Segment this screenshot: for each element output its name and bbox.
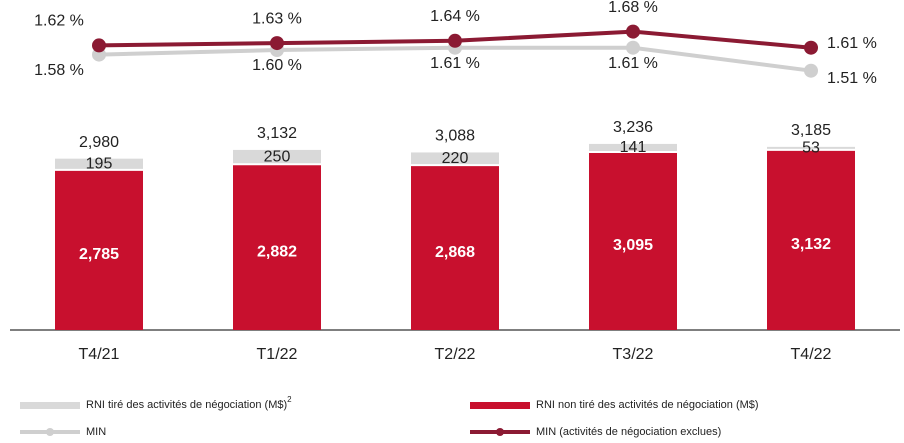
bar-segment (55, 169, 143, 330)
segment-label: 2,882 (257, 243, 297, 260)
legend-label: MIN (activités de négociation exclues) (536, 426, 721, 438)
bar-segment (411, 152, 499, 166)
line-label: 1.51 % (827, 70, 877, 87)
legend-swatch-dot (46, 428, 54, 436)
bar-segment (411, 165, 499, 330)
x-tick-label: T3/22 (613, 346, 654, 363)
bar-segment (767, 149, 855, 330)
bar-segment (55, 158, 143, 170)
bar-segment (233, 164, 321, 330)
line-label: 1.61 % (608, 55, 658, 72)
legend-name: MIN (86, 426, 106, 438)
segment-label: 3,095 (613, 237, 653, 254)
total-label: 3,236 (613, 119, 653, 136)
legend-footnote: 2 (287, 395, 292, 404)
bar-segment (589, 152, 677, 330)
x-tick-label: T1/22 (257, 346, 298, 363)
line-label: 1.61 % (827, 35, 877, 52)
legend-name: MIN (activités de négociation exclues) (536, 426, 721, 438)
line-label: 1.61 % (430, 55, 480, 72)
line-label: 1.63 % (252, 10, 302, 27)
line-point (92, 38, 106, 53)
legend-name: RNI non tiré des activités de négociatio… (536, 399, 759, 411)
segment-label: 141 (620, 139, 647, 156)
bar-segment (767, 146, 855, 150)
x-tick-label: T4/22 (791, 346, 832, 363)
total-label: 3,088 (435, 128, 475, 145)
line-label: 1.58 % (34, 62, 84, 79)
segment-label: 220 (442, 150, 469, 167)
x-tick-label: T4/21 (79, 346, 120, 363)
line-label: 1.64 % (430, 8, 480, 25)
segment-label: 250 (264, 148, 291, 165)
legend-swatch-dot (496, 428, 504, 436)
segment-label: 3,132 (791, 236, 831, 253)
line-point (626, 24, 640, 39)
legend-label: RNI non tiré des activités de négociatio… (536, 399, 759, 411)
line-point (804, 40, 818, 55)
line-label: 1.62 % (34, 13, 84, 30)
legend-swatch (470, 402, 530, 409)
segment-label: 2,785 (79, 246, 119, 263)
line-point (804, 63, 818, 78)
legend-name: RNI tiré des activités de négociation (M… (86, 399, 287, 411)
line-label: 1.60 % (252, 57, 302, 74)
legend-label: MIN (86, 426, 106, 438)
total-label: 3,132 (257, 125, 297, 142)
legend-swatch (20, 402, 80, 409)
segment-label: 2,868 (435, 244, 475, 261)
line-point (448, 33, 462, 48)
bar-segment (589, 143, 677, 153)
x-tick-label: T2/22 (435, 346, 476, 363)
total-label: 3,185 (791, 122, 831, 139)
line-point (626, 40, 640, 55)
legend-label: RNI tiré des activités de négociation (M… (86, 395, 292, 411)
line-point (270, 36, 284, 51)
total-label: 2,980 (79, 134, 119, 151)
segment-label: 195 (86, 155, 113, 172)
segment-label: 53 (802, 140, 820, 157)
line-label: 1.68 % (608, 0, 658, 16)
bar-segment (233, 149, 321, 165)
